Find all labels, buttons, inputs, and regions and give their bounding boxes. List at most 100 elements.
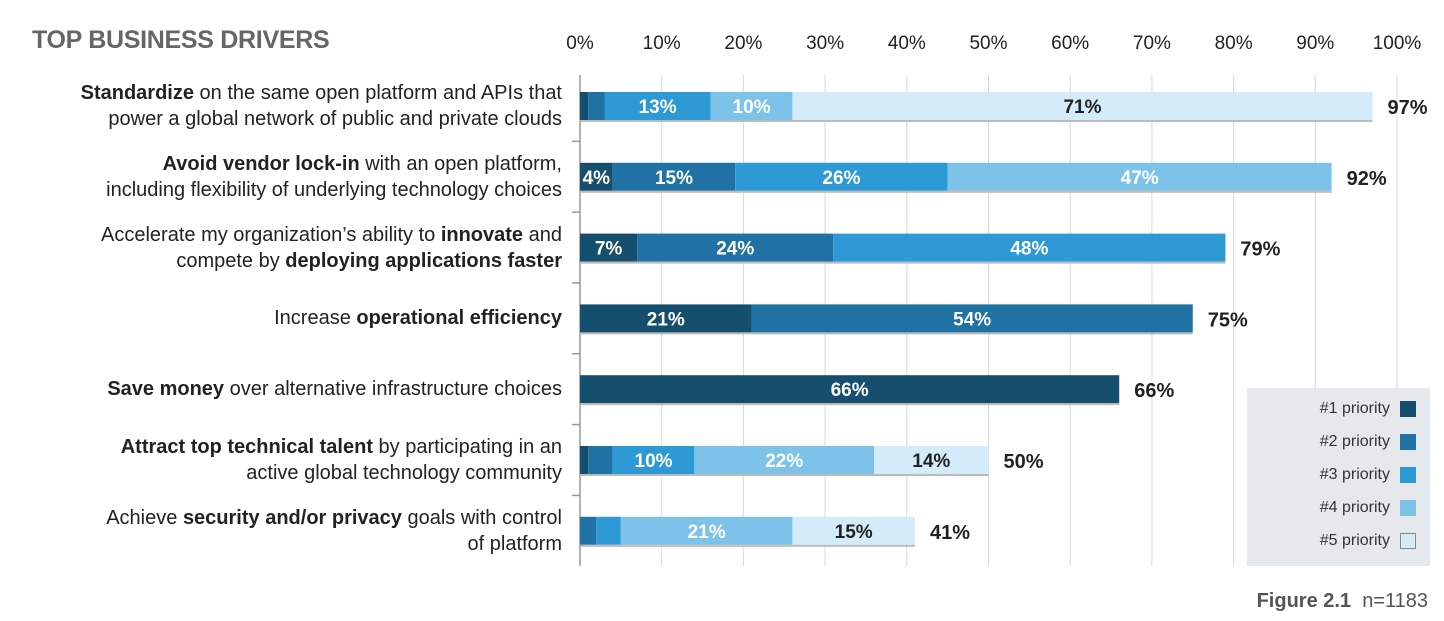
label-text: power a global network of public and pri… (108, 108, 562, 130)
total-label: 50% (1004, 451, 1044, 473)
segment-label: 15% (655, 168, 693, 189)
category-label-line: Accelerate my organization’s ability to … (101, 222, 562, 248)
label-emphasis: Standardize (80, 82, 194, 104)
bar-shadow (580, 474, 989, 476)
bar-segment (580, 375, 1120, 404)
legend-item: #5 priority (1320, 532, 1416, 550)
total-label: 41% (930, 522, 970, 544)
label-text: by participating in an (372, 436, 562, 458)
legend-label: #2 priority (1319, 433, 1390, 450)
total-label: 79% (1240, 239, 1280, 261)
category-label-line: Avoid vendor lock-in with an open platfo… (106, 151, 562, 177)
category-label-line: Standardize on the same open platform an… (81, 80, 562, 106)
x-tick-label: 0% (566, 33, 594, 54)
label-emphasis: operational efficiency (356, 307, 562, 330)
segment-label: 22% (765, 451, 803, 472)
bar-segment (588, 446, 613, 474)
total-label: 92% (1347, 168, 1387, 190)
label-emphasis: security and/or privacy (182, 506, 402, 529)
label-text: compete by (176, 249, 286, 272)
bar-shadow (580, 403, 1120, 406)
legend-swatch (1400, 434, 1416, 450)
category-label: Attract top technical talent by particip… (121, 434, 562, 486)
bar-segment (604, 92, 711, 120)
bar-segment (792, 516, 915, 545)
bar-segment (580, 304, 752, 333)
segment-label: 71% (1063, 97, 1101, 118)
label-text: goals with control (401, 506, 562, 529)
segment-label: 7% (595, 239, 623, 260)
label-text: Accelerate my organization’s ability to (101, 223, 441, 246)
bar-segment (833, 233, 1226, 262)
bar-segment (580, 446, 589, 474)
bar-segment (580, 92, 589, 120)
bar-segment (580, 162, 613, 191)
label-text: and (523, 223, 562, 246)
category-label-line: active global technology community (121, 460, 562, 486)
label-text: Achieve (106, 506, 183, 529)
bar-segment (620, 516, 793, 545)
x-tick-label: 20% (724, 33, 762, 54)
segment-label: 47% (1121, 168, 1159, 189)
figure-number: Figure 2.1 (1256, 590, 1352, 612)
segment-label: 14% (912, 451, 950, 472)
bar-shadow (580, 544, 915, 547)
bar-shadow (580, 120, 1373, 122)
legend-label: #5 priority (1319, 532, 1390, 549)
segment-label: 24% (716, 239, 754, 260)
category-label-line: Save money over alternative infrastructu… (107, 376, 562, 402)
x-tick-label: 50% (969, 33, 1007, 54)
legend-label: #1 priority (1319, 400, 1390, 417)
legend-item: #2 priority (1320, 433, 1416, 451)
sample-size: n=1183 (1362, 590, 1428, 612)
x-tick-label: 40% (888, 33, 926, 54)
category-label-line: power a global network of public and pri… (81, 106, 562, 132)
segment-label: 10% (635, 451, 673, 472)
bar-shadow (580, 261, 1226, 264)
segment-label: 54% (953, 309, 991, 330)
figure-caption: Figure 2.1 n=1183 (1257, 590, 1428, 613)
category-label: Standardize on the same open platform an… (81, 80, 562, 132)
total-label: 66% (1134, 380, 1174, 402)
x-tick-label: 80% (1215, 33, 1253, 54)
segment-label: 21% (688, 522, 726, 543)
category-label-line: Increase operational efficiency (274, 305, 562, 331)
category-label: Accelerate my organization’s ability to … (101, 222, 562, 274)
legend-label: #4 priority (1319, 499, 1390, 516)
label-text: with an open platform, (359, 152, 562, 175)
x-tick-label: 70% (1133, 33, 1171, 54)
category-label: Achieve security and/or privacy goals wi… (106, 505, 562, 557)
legend-swatch (1400, 533, 1416, 549)
category-label-line: of platform (106, 531, 562, 557)
bar-segment (735, 162, 948, 191)
label-text: active global technology community (246, 462, 562, 484)
category-label-line: Attract top technical talent by particip… (121, 434, 562, 460)
bar-segment (612, 446, 695, 474)
x-tick-label: 90% (1296, 33, 1334, 54)
label-emphasis: Avoid vendor lock-in (162, 152, 360, 175)
segment-label: 48% (1010, 239, 1048, 260)
category-label-line: including flexibility of underlying tech… (106, 177, 562, 203)
bar-segment (874, 446, 989, 474)
x-tick-label: 60% (1051, 33, 1089, 54)
label-text: Increase (274, 307, 357, 330)
category-label: Increase operational efficiency (274, 305, 562, 331)
legend-label: #3 priority (1319, 466, 1390, 483)
bar-segment (751, 304, 1193, 333)
label-emphasis: Attract top technical talent (120, 436, 373, 458)
segment-label: 13% (639, 97, 677, 118)
legend-item: #4 priority (1320, 499, 1416, 517)
label-emphasis: deploying applications faster (285, 249, 562, 272)
bar-segment (580, 233, 638, 262)
label-text: of platform (467, 532, 562, 555)
label-text: on the same open platform and APIs that (193, 82, 562, 104)
bar-shadow (580, 190, 1332, 193)
total-label: 97% (1387, 97, 1427, 119)
bar-shadow (580, 332, 1193, 335)
bar-segment (596, 516, 621, 545)
x-tick-label: 100% (1373, 33, 1422, 54)
legend-item: #3 priority (1320, 466, 1416, 484)
bar-segment (947, 162, 1332, 191)
legend-item: #1 priority (1320, 400, 1416, 418)
